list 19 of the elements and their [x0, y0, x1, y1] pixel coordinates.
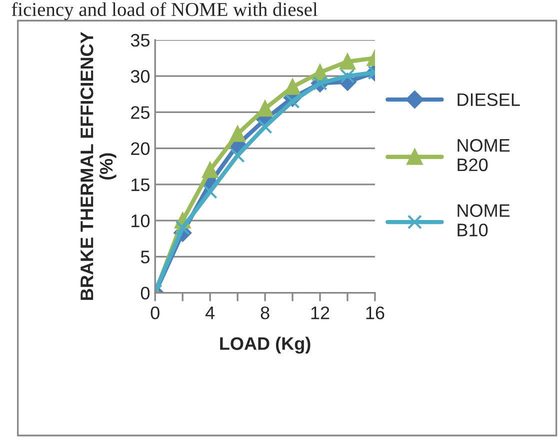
y-tick-label: 10 [132, 214, 150, 228]
x-axis-title: LOAD (Kg) [220, 336, 310, 354]
x-tick-label: 8 [260, 306, 270, 320]
y-tick-label: 0 [140, 286, 150, 300]
y-tick-label: 20 [131, 142, 150, 156]
y-tick-label: 30 [130, 70, 150, 83]
y-tick-label: 15 [132, 178, 150, 192]
x-tick-label: 4 [205, 306, 215, 320]
y-axis-title: BRAKE THERMAL EFFICIENCY (%) [80, 32, 116, 300]
x-tick-label: 0 [150, 306, 160, 320]
y-tick-label: 25 [131, 106, 150, 119]
x-tick-label: 16 [366, 306, 384, 320]
legend-label: DIESEL [458, 93, 520, 106]
text: ficiency and load of NOME with diesel [12, 2, 318, 20]
legend-label: NOME B20 [458, 138, 510, 172]
x-tick-label: 12 [311, 306, 330, 320]
y-tick-label: 5 [140, 250, 150, 264]
y-tick-label: 35 [130, 34, 150, 47]
legend-label: NOME B10 [458, 204, 510, 236]
